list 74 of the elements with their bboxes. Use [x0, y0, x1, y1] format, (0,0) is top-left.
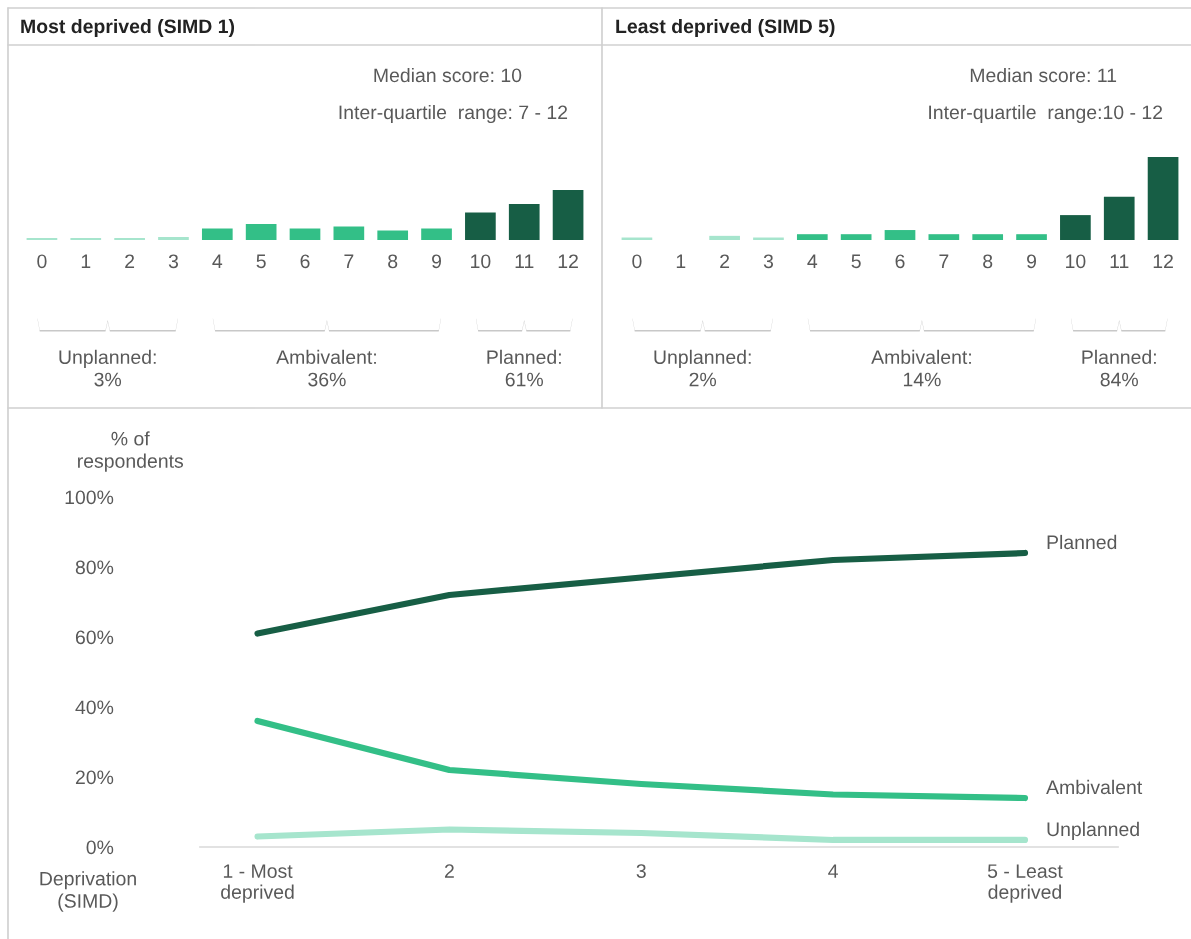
x-tick-label: 5 — [256, 254, 266, 269]
x-tick-label: 7 — [939, 254, 949, 268]
bar — [377, 230, 409, 240]
bar — [508, 204, 540, 240]
x-axis-title: Deprivation (SIMD) — [40, 871, 136, 912]
text: Unplanned: 2% — [654, 349, 751, 387]
series-label: Planned — [1047, 534, 1117, 550]
x-tick-label: 1 — [81, 254, 91, 268]
series-label: Unplanned — [1047, 821, 1139, 840]
x-tick-label: 2 — [125, 254, 135, 268]
bar — [201, 228, 233, 240]
bar — [840, 234, 872, 240]
bar — [465, 212, 496, 240]
bar — [796, 234, 828, 240]
text: Median score: 10 — [374, 67, 522, 83]
x-tick-label: 3 — [763, 254, 774, 269]
text: Planned: 61% — [487, 349, 561, 387]
bar — [1147, 157, 1179, 240]
x-tick-label: 10 — [471, 254, 491, 269]
bar — [552, 190, 584, 240]
bar — [333, 226, 365, 240]
x-tick-label: 0 — [632, 254, 642, 269]
x-tick-label: 9 — [1027, 254, 1037, 269]
bar — [709, 235, 740, 240]
x-tick-label: 5 — [851, 254, 861, 269]
x-tick-label: 6 — [895, 254, 905, 269]
x-tick-label: 12 — [558, 254, 578, 268]
y-tick-label: 20% — [75, 770, 114, 785]
x-tick-label: 4 — [807, 254, 818, 268]
bar — [1016, 234, 1047, 240]
bar — [1060, 215, 1091, 240]
bar — [928, 234, 960, 240]
text: Unplanned: 3% — [59, 349, 156, 387]
bar — [158, 237, 189, 240]
bar — [972, 234, 1004, 240]
series-label: Ambivalent — [1046, 779, 1143, 795]
x-tick-label: 8 — [388, 254, 398, 269]
x-tick-label: 4 — [828, 864, 838, 878]
y-tick-label: 60% — [75, 630, 114, 645]
text: Inter-quartile range:10 - 12 — [929, 104, 1163, 124]
text: Planned: 84% — [1082, 349, 1156, 387]
x-tick-label: 6 — [300, 254, 310, 269]
chart-title: Least deprived (SIMD 5) — [616, 18, 835, 38]
text: Median score: 11 — [970, 67, 1117, 83]
y-tick-label: 100% — [65, 490, 114, 505]
x-tick-label: 4 — [212, 254, 223, 268]
y-tick-label: 0% — [86, 840, 114, 855]
bar — [289, 228, 321, 240]
x-tick-label: 8 — [983, 254, 993, 269]
x-tick-label: 1 — [676, 254, 686, 268]
bar — [884, 230, 916, 240]
x-tick-label: 11 — [1110, 254, 1129, 268]
bar — [1103, 196, 1135, 240]
x-tick-label: 0 — [37, 254, 47, 269]
y-axis-title: % of respondents — [78, 431, 184, 472]
y-tick-label: 80% — [75, 560, 114, 575]
x-tick-label: 10 — [1066, 254, 1086, 269]
x-tick-label: 11 — [515, 254, 534, 268]
x-tick-label: 9 — [432, 254, 442, 269]
x-tick-label: 7 — [344, 254, 354, 268]
chart-title: Most deprived (SIMD 1) — [21, 18, 235, 38]
text: Ambivalent: 14% — [871, 349, 971, 387]
x-tick-label: 2 — [444, 864, 454, 878]
x-tick-label: 5 - Least deprived — [987, 864, 1063, 903]
bar — [245, 224, 277, 240]
bar — [421, 228, 452, 240]
x-tick-label: 1 - Most deprived — [221, 864, 294, 903]
x-tick-label: 3 — [636, 864, 646, 878]
x-tick-label: 12 — [1153, 254, 1173, 268]
x-tick-label: 2 — [720, 254, 730, 268]
text: Ambivalent: 36% — [276, 349, 376, 387]
text: Inter-quartile range: 7 - 12 — [339, 104, 568, 124]
y-tick-label: 40% — [75, 700, 114, 715]
x-tick-label: 3 — [168, 254, 179, 269]
